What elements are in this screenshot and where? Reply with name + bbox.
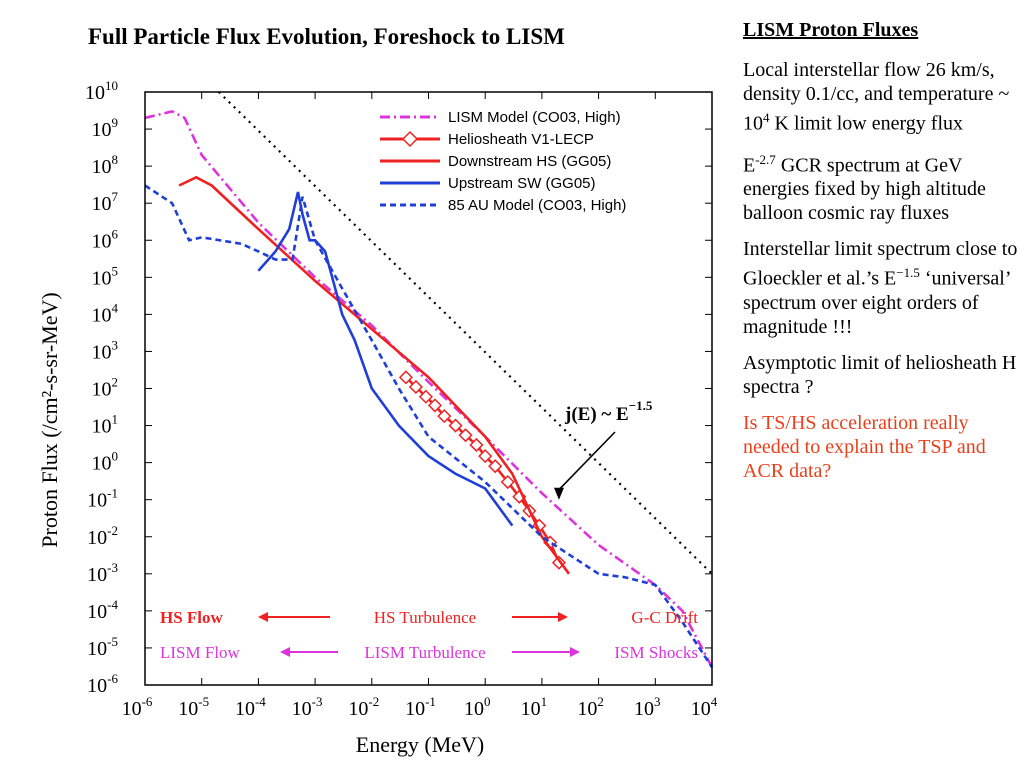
series-marker xyxy=(427,398,443,413)
y-tick-label: 102 xyxy=(92,375,119,401)
y-tick-label: 107 xyxy=(92,189,119,215)
x-tick-label: 101 xyxy=(521,694,548,720)
power-law-annotation: j(E) ~ E−1.5 xyxy=(564,398,653,425)
y-tick-label: 10-4 xyxy=(87,597,118,623)
y-tick-label: 106 xyxy=(92,226,119,252)
x-tick-label: 10-4 xyxy=(235,694,266,720)
band-left-label: LISM Flow xyxy=(160,643,241,662)
legend-entry: Heliosheath V1-LECP xyxy=(448,131,594,148)
series-marker xyxy=(500,474,515,490)
series-marker xyxy=(478,449,493,464)
y-tick-label: 1010 xyxy=(85,78,118,104)
y-tick-label: 101 xyxy=(92,412,119,438)
annotation-arrowhead xyxy=(553,487,564,500)
series-marker xyxy=(398,370,413,385)
x-tick-label: 10-2 xyxy=(348,694,379,720)
y-tick-label: 10-5 xyxy=(87,634,118,660)
series-marker xyxy=(437,409,452,424)
band-center-label: HS Turbulence xyxy=(374,608,476,627)
y-tick-label: 109 xyxy=(92,115,119,141)
legend-entry: Upstream SW (GG05) xyxy=(448,175,596,192)
x-tick-label: 104 xyxy=(691,694,718,720)
y-tick-label: 104 xyxy=(92,300,119,326)
band-arrowhead-left xyxy=(280,647,290,657)
legend: LISM Model (CO03, High) Heliosheath V1-LE… xyxy=(380,109,626,214)
side-para-4: Asymptotic limit of heliosheath H spectr… xyxy=(743,351,1017,398)
x-tick-label: 102 xyxy=(577,694,604,720)
y-tick-label: 100 xyxy=(92,449,119,475)
side-para-2: E-2.7 GCR spectrum at GeV energies fixed… xyxy=(743,151,986,225)
annotation-arrow xyxy=(558,431,616,491)
y-tick-label: 10-3 xyxy=(87,560,118,586)
y-tick-label: 108 xyxy=(92,152,119,178)
x-tick-label: 10-6 xyxy=(122,694,153,720)
x-tick-label: 103 xyxy=(634,694,661,720)
band-center-label: LISM Turbulence xyxy=(364,643,485,662)
series-marker xyxy=(408,379,423,395)
side-panel: LISM Proton Fluxes Local interstellar fl… xyxy=(743,18,1019,495)
legend-entry: LISM Model (CO03, High) xyxy=(448,109,621,126)
band-arrowhead-right xyxy=(558,612,568,622)
side-heading: LISM Proton Fluxes xyxy=(743,19,919,41)
plot-frame xyxy=(144,91,713,686)
series-line-5 xyxy=(218,91,713,575)
y-axis-label: Proton Flux (/cm²-s-sr-MeV) xyxy=(37,292,62,547)
series-marker xyxy=(418,389,433,404)
chart-title: Full Particle Flux Evolution, Foreshock … xyxy=(88,24,565,49)
x-tick-label: 10-5 xyxy=(178,694,209,720)
x-axis-label: Energy (MeV) xyxy=(356,732,485,757)
series-marker xyxy=(488,459,503,474)
band-right-label: ISM Shocks xyxy=(614,643,698,662)
legend-entry: 85 AU Model (CO03, High) xyxy=(448,197,626,214)
x-tick-label: 10-1 xyxy=(405,694,436,720)
band-arrowhead-right xyxy=(570,647,580,657)
legend-marker xyxy=(401,130,419,148)
side-para-1: Local interstellar flow 26 km/s, density… xyxy=(743,59,1010,135)
band-right-label: G-C Drift xyxy=(631,608,698,627)
x-tick-label: 100 xyxy=(464,694,491,720)
x-tick-label: 10-3 xyxy=(292,694,323,720)
y-tick-label: 105 xyxy=(92,263,119,289)
side-para-3: Interstellar limit spectrum close to Glo… xyxy=(743,238,1018,338)
series-line-3 xyxy=(257,191,514,527)
band-arrowhead-left xyxy=(258,612,268,622)
band-left-label: HS Flow xyxy=(160,608,224,627)
series-marker xyxy=(458,428,473,443)
legend-entry: Downstream HS (GG05) xyxy=(448,153,611,170)
flux-chart: LISM Model (CO03, High) Heliosheath V1-LE… xyxy=(37,78,718,757)
series-marker xyxy=(448,418,463,433)
series-line-4 xyxy=(144,184,714,669)
side-para-5: Is TS/HS acceleration really needed to e… xyxy=(743,411,986,482)
y-tick-label: 10-1 xyxy=(87,486,118,512)
y-tick-label: 10-6 xyxy=(87,671,118,697)
y-tick-label: 10-2 xyxy=(87,523,118,549)
series-line-2 xyxy=(178,175,571,575)
series-line-0 xyxy=(144,110,714,668)
series-marker xyxy=(469,437,484,453)
y-tick-label: 103 xyxy=(92,337,119,363)
